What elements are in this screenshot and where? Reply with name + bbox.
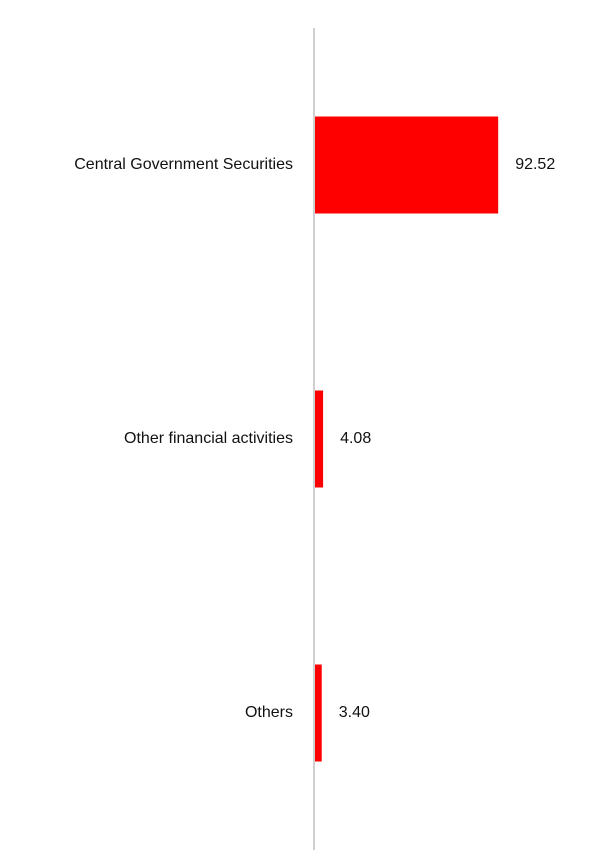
labels-layer: Central Government Securities 92.52 Other … xyxy=(74,156,555,721)
bar-1 xyxy=(315,116,499,214)
category-label-2: Other financial activities xyxy=(124,430,293,447)
category-label-1: Central Government Securities xyxy=(74,156,293,173)
value-label-3: 3.40 xyxy=(339,704,370,721)
value-label-2: 4.08 xyxy=(340,430,371,447)
bars-layer xyxy=(315,116,499,762)
value-label-1: 92.52 xyxy=(515,156,555,173)
category-label-3: Others xyxy=(245,704,293,721)
bar-3 xyxy=(315,664,322,762)
bar-2 xyxy=(315,390,324,488)
